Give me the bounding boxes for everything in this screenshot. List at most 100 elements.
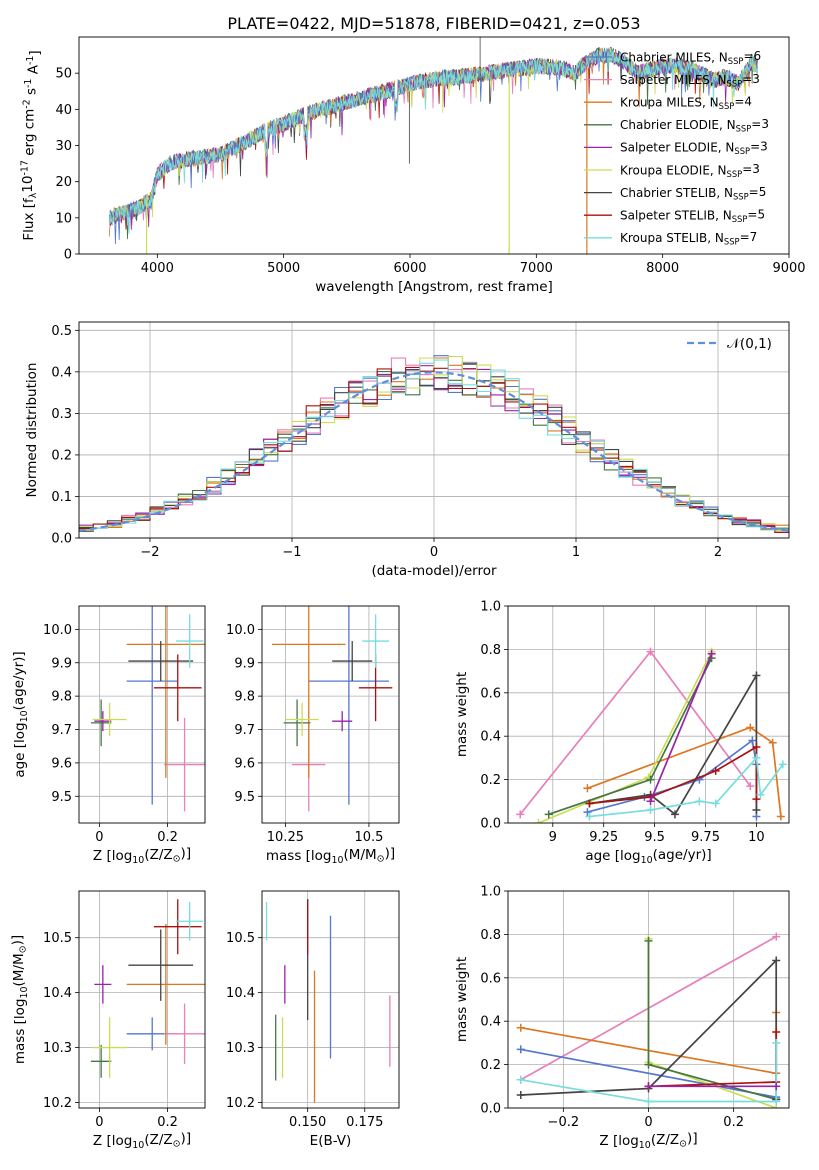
x-tick-label: −2 <box>140 545 159 560</box>
series-group-mass_vs_Z <box>90 899 205 1078</box>
legend-label: Chabrier MILES, NSSP​=6 <box>620 49 761 66</box>
weight-marker <box>583 808 592 817</box>
weight-marker <box>752 795 761 804</box>
legend-label: Kroupa ELODIE, NSSP​=3 <box>620 162 760 179</box>
y-tick-label: 0 <box>64 248 72 263</box>
x-tick-label: 9.75 <box>691 830 720 845</box>
x-axis-label: Z [log10​(Z/Z⊙​)] <box>93 846 191 866</box>
legend-label: Salpeter STELIB, NSSP​=5 <box>620 207 765 224</box>
legend-label: Salpeter ELODIE, NSSP​=3 <box>620 140 768 157</box>
weight-marker <box>772 1028 781 1037</box>
figure-title: PLATE=0422, MJD=51878, FIBERID=0421, z=0… <box>227 14 640 33</box>
histogram-kroupa-stelib <box>79 359 789 531</box>
y-tick-label: 10.2 <box>43 1096 72 1111</box>
y-axis-label: Flux [fλ​10-17​ erg cm-2​ s-1​ A-1​] <box>20 50 44 240</box>
weight-marker <box>768 738 777 747</box>
x-tick-label: 0.150 <box>289 1115 326 1130</box>
weight-marker <box>752 743 761 752</box>
legend-label-normal: 𝒩(0,1) <box>727 336 772 352</box>
plot-frames <box>75 36 790 1112</box>
x-tick-label: 0.2 <box>723 1115 744 1130</box>
weight-marker <box>746 723 755 732</box>
x-tick-label: 10 <box>748 830 765 845</box>
series-group-massweight_vs_age <box>516 647 787 823</box>
weight-line-chabrier-miles <box>520 1048 777 1099</box>
x-tick-label: 9 <box>549 830 557 845</box>
axes-age_vs_Z-background <box>79 606 205 823</box>
weight-marker <box>772 1097 781 1106</box>
y-axis-label: mass [log10​(M/M⊙​)] <box>10 935 30 1064</box>
y-tick-label: 9.9 <box>234 656 255 671</box>
series-group-age_vs_Z <box>90 606 205 812</box>
x-tick-label: −0.2 <box>548 1115 580 1130</box>
weight-line-salpeter-elodie <box>649 653 713 802</box>
weight-marker <box>516 1090 525 1099</box>
y-tick-label: 0.6 <box>480 971 501 986</box>
weight-marker <box>772 956 781 965</box>
x-tick-label: 0.2 <box>157 1115 178 1130</box>
x-tick-label: 7000 <box>520 261 553 276</box>
legend-label: Chabrier ELODIE, NSSP​=3 <box>620 117 769 134</box>
y-tick-label: 0.8 <box>480 643 501 658</box>
x-axis-label: wavelength [Angstrom, rest frame] <box>315 279 553 295</box>
y-tick-label: 20 <box>55 175 72 190</box>
y-tick-label: 0.8 <box>480 928 501 943</box>
axes-spectrum-frame <box>78 36 790 255</box>
y-tick-label: 9.7 <box>51 723 72 738</box>
axes-massweight_vs_Z-frame <box>507 890 790 1109</box>
y-tick-label: 0.2 <box>480 1058 501 1073</box>
axes-massweight_vs_age-frame <box>507 605 790 824</box>
weight-marker <box>544 810 553 819</box>
x-tick-label: 0 <box>644 1115 652 1130</box>
weight-marker <box>585 799 594 808</box>
y-tick-label: 9.7 <box>234 723 255 738</box>
weight-marker <box>711 799 720 808</box>
spectrum-line-kroupa-stelib <box>108 47 758 234</box>
y-tick-label: 1.0 <box>480 885 501 900</box>
histogram-salpeter-stelib <box>79 366 789 533</box>
weight-marker <box>670 810 679 819</box>
weight-marker <box>534 819 543 823</box>
weight-marker <box>646 805 655 814</box>
weight-marker <box>644 1097 653 1106</box>
series-group-mass_vs_ebv <box>265 899 391 1103</box>
series-group-age_vs_mass <box>272 606 393 812</box>
weight-marker <box>756 790 765 799</box>
y-axis-label: mass weight <box>454 957 470 1042</box>
y-axis-label: Normed distribution <box>24 363 40 498</box>
y-axis-label: age [log10​(age/yr)] <box>11 651 30 777</box>
weight-marker <box>707 649 716 658</box>
y-tick-label: 0.1 <box>51 490 72 505</box>
x-tick-label: 0 <box>95 830 103 845</box>
x-tick-label: 9.25 <box>589 830 618 845</box>
weight-marker <box>644 1060 653 1069</box>
axes-age_vs_mass-frame <box>261 605 400 824</box>
y-tick-label: 9.5 <box>51 790 72 805</box>
weight-marker <box>711 766 720 775</box>
y-tick-label: 50 <box>55 67 72 82</box>
weight-marker <box>772 1082 781 1091</box>
x-axis-label: age [log10​(age/yr)] <box>585 847 711 866</box>
weight-marker <box>772 1038 781 1047</box>
y-tick-label: 10.3 <box>43 1041 72 1056</box>
y-tick-label: 9.8 <box>234 690 255 705</box>
axis-text: 4000 5000 6000 7000 8000 900001020304050wavel… <box>10 49 806 1151</box>
y-tick-label: 9.5 <box>234 790 255 805</box>
weight-marker <box>585 812 594 821</box>
y-tick-label: 0.2 <box>51 448 72 463</box>
y-tick-label: 1.0 <box>480 600 501 615</box>
y-tick-label: 0.2 <box>480 773 501 788</box>
y-tick-label: 0.4 <box>480 730 501 745</box>
x-tick-label: 9000 <box>772 261 805 276</box>
weight-marker <box>646 647 655 656</box>
y-tick-label: 10 <box>55 211 72 226</box>
weight-marker <box>516 810 525 819</box>
y-tick-label: 0.0 <box>480 817 501 832</box>
y-tick-label: 10.4 <box>43 986 72 1001</box>
weight-line-kroupa-stelib <box>520 1042 778 1103</box>
series-group-massweight_vs_Z <box>516 932 781 1108</box>
y-tick-label: 0.0 <box>51 532 72 547</box>
series-group-residuals <box>79 355 789 533</box>
weight-marker <box>516 1023 525 1032</box>
x-tick-label: 0.2 <box>157 830 178 845</box>
